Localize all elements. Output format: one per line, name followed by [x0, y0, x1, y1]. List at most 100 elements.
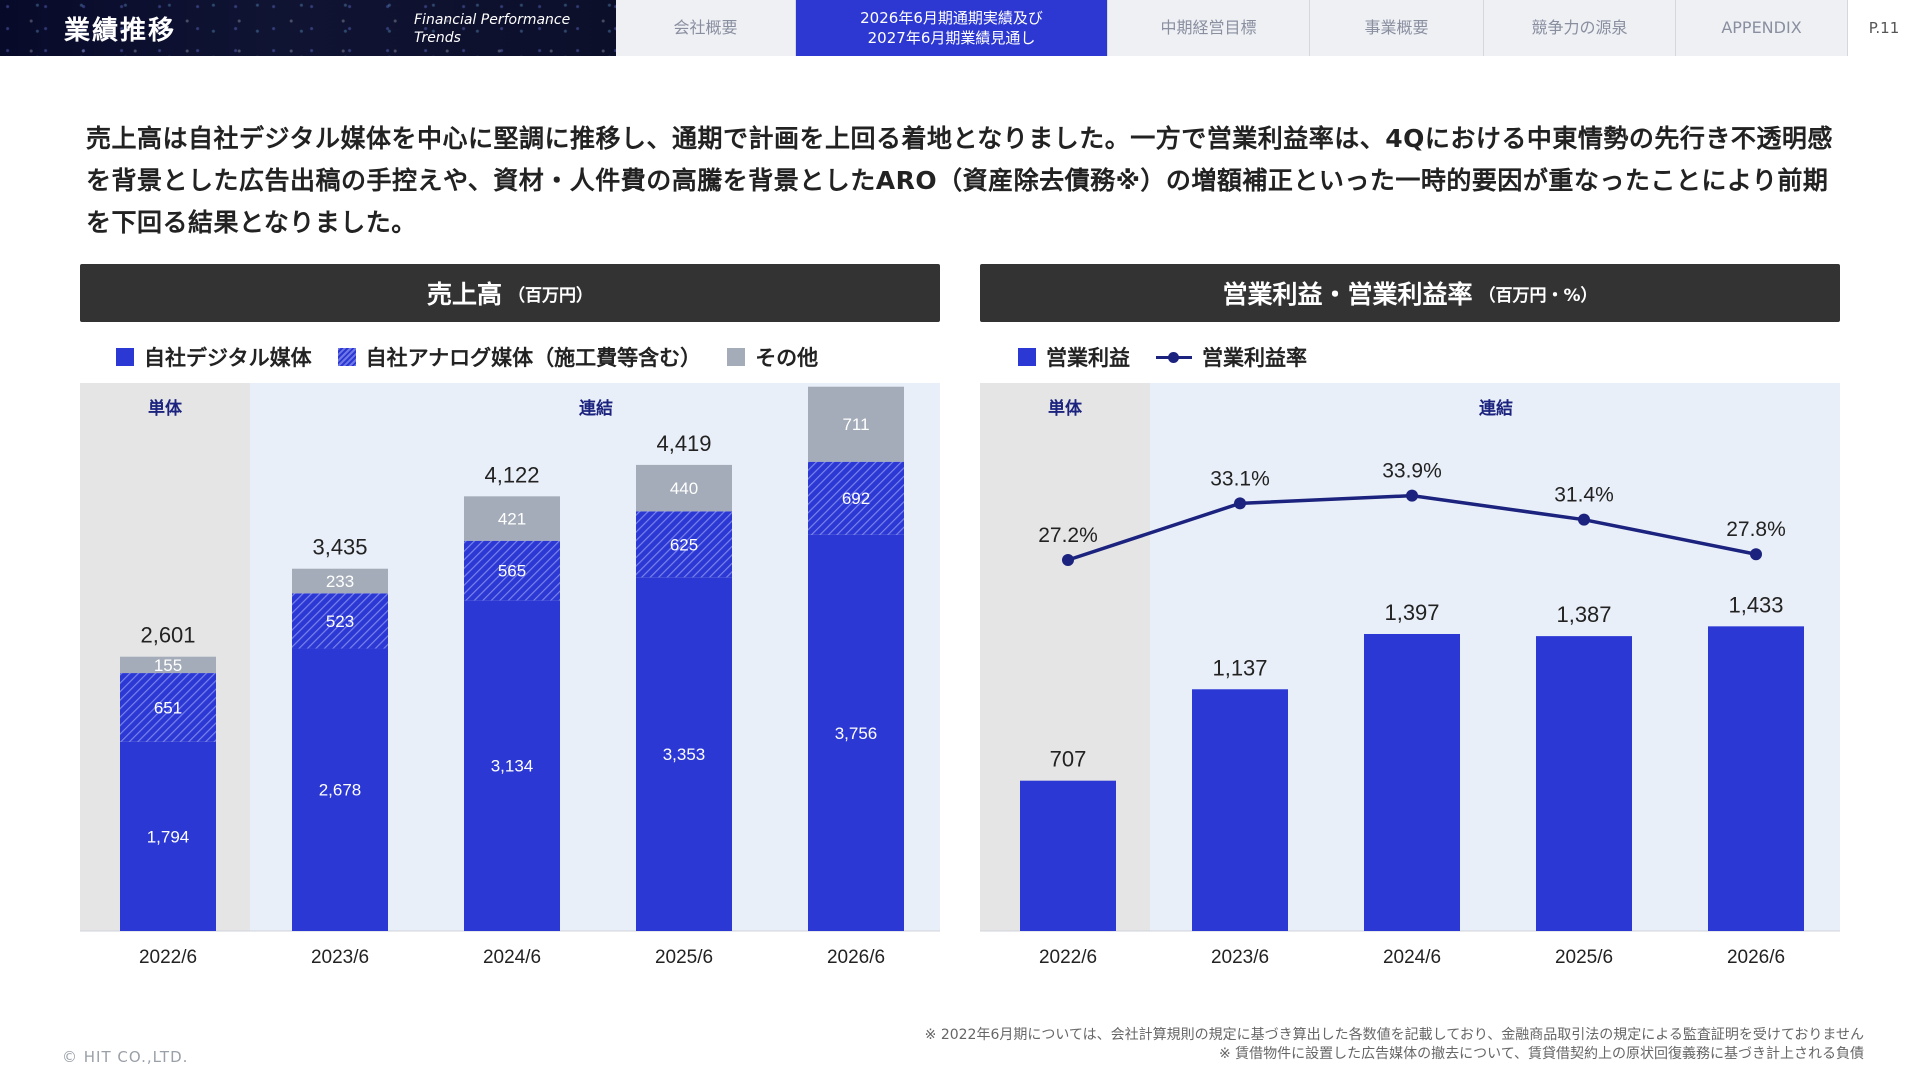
nav-tab-label: APPENDIX [1721, 18, 1802, 37]
bar-segment-analog [292, 593, 388, 649]
value-label-digital: 2,678 [319, 781, 362, 800]
bar-segment-digital [636, 577, 732, 931]
copyright: © HIT CO.,LTD. [62, 1048, 189, 1066]
margin-value-label: 27.2% [1038, 524, 1098, 547]
legend-item-other: その他 [727, 342, 818, 372]
bar-segment-other [292, 568, 388, 594]
region-label-standalone: 単体 [1048, 398, 1083, 418]
legend-item-digital: 自社デジタル媒体 [116, 342, 312, 372]
profit-bar [1020, 780, 1116, 931]
x-tick-label: 2023/6 [1211, 947, 1269, 968]
legend-label: 営業利益率 [1202, 346, 1307, 370]
margin-value-label: 31.4% [1554, 484, 1614, 507]
profit-bar [1536, 636, 1632, 931]
nav-tab-business[interactable]: 事業概要 [1310, 0, 1484, 56]
section-title: 業績推移 [64, 16, 177, 46]
nav-tab-label: 事業概要 [1364, 18, 1429, 37]
margin-value-label: 33.1% [1210, 467, 1270, 490]
bar-segment-digital [808, 534, 904, 931]
nav-tab-appendix[interactable]: APPENDIX [1676, 0, 1848, 56]
bar-segment-other [636, 464, 732, 512]
profit-chart: 単体 連結 2022/6 2023/6 2024/6 2025/6 2026/6 707 1,1… [980, 383, 1840, 968]
nav-tab-label: 競争力の源泉 [1531, 18, 1628, 37]
margin-point [1062, 554, 1074, 566]
legend-item-analog: 自社アナログ媒体（施工費等含む） [337, 342, 702, 372]
profit-panel-title: 営業利益・営業利益率 [1222, 280, 1473, 309]
nav-tab-competitiveness[interactable]: 競争力の源泉 [1484, 0, 1676, 56]
value-label-analog: 565 [498, 562, 526, 581]
value-label-other: 421 [498, 510, 526, 529]
nav-tab-label: 2026年6月期通期実績及び 2027年6月期業績見通し [860, 9, 1043, 47]
margin-value-label: 33.9% [1382, 460, 1442, 483]
legend-swatch-digital [116, 348, 134, 366]
nav-tab-results[interactable]: 2026年6月期通期実績及び 2027年6月期業績見通し [796, 0, 1108, 56]
header-bar: 業績推移 Financial Performance Trends 会社概要 2… [0, 0, 1920, 56]
value-label-other: 233 [326, 572, 354, 591]
bar-segment-analog [808, 461, 904, 535]
legend-swatch-other [727, 348, 746, 366]
profit-bar [1192, 689, 1288, 931]
profit-legend: 営業利益 営業利益率 [1018, 342, 1333, 372]
value-label-other: 155 [154, 656, 182, 675]
profit-bar [1364, 633, 1460, 931]
x-tick-label: 2024/6 [1383, 947, 1441, 968]
legend-swatch-analog [337, 348, 356, 366]
margin-point [1234, 497, 1246, 510]
bar-segment-analog [464, 540, 560, 601]
bar-segment-other [808, 386, 904, 462]
legend-label: 自社デジタル媒体 [144, 346, 312, 370]
section-subtitle: Financial Performance Trends [414, 12, 571, 46]
value-label-other: 711 [842, 415, 869, 434]
value-label-digital: 3,134 [491, 757, 534, 776]
value-label-digital: 3,756 [835, 724, 878, 743]
margin-point [1750, 548, 1762, 561]
region-label-consolidated: 連結 [1479, 398, 1513, 418]
legend-item-operating-margin: 営業利益率 [1156, 342, 1307, 372]
x-tick-label: 2022/6 [139, 947, 197, 968]
value-label-analog: 625 [670, 535, 698, 554]
x-tick-label: 2025/6 [655, 947, 713, 968]
footnote-2: ※ 賃借物件に設置した広告媒体の撤去について、賃貸借契約上の原状回復義務に基づき… [1218, 1046, 1864, 1062]
total-label: 2,601 [140, 623, 195, 648]
value-label-analog: 651 [154, 698, 182, 717]
bar-segment-other [464, 496, 560, 541]
nav-tab-label: 会社概要 [673, 18, 738, 37]
bar-segment-analog [120, 673, 216, 742]
x-tick-label: 2026/6 [827, 947, 885, 968]
profit-panel-header: 営業利益・営業利益率 （百万円・%） [980, 264, 1840, 322]
brand-block: 業績推移 Financial Performance Trends [0, 0, 616, 56]
legend-label: 営業利益 [1046, 346, 1130, 370]
nav-tab-company[interactable]: 会社概要 [616, 0, 796, 56]
value-label-analog: 692 [842, 489, 870, 508]
nav-tab-label: 中期経営目標 [1160, 18, 1257, 37]
margin-point [1406, 489, 1418, 502]
x-tick-label: 2026/6 [1727, 947, 1785, 968]
profit-value-label: 1,433 [1728, 592, 1783, 617]
total-label: 3,435 [312, 535, 367, 560]
margin-point [1578, 513, 1590, 526]
margin-value-label: 27.8% [1726, 518, 1786, 541]
bar-segment-analog [636, 511, 732, 578]
legend-swatch-margin-line [1156, 348, 1192, 366]
page-number: P.11 [1848, 0, 1920, 56]
sales-legend: 自社デジタル媒体 自社アナログ媒体（施工費等含む） その他 [116, 342, 844, 372]
legend-swatch-profit [1018, 348, 1036, 366]
value-label-other: 440 [670, 479, 698, 498]
bar-segment-digital [120, 741, 216, 931]
value-label-digital: 1,794 [147, 827, 190, 846]
profit-value-label: 1,387 [1556, 602, 1611, 627]
bar-segment-digital [464, 600, 560, 931]
footnote-1: ※ 2022年6月期については、会社計算規則の規定に基づき算出した各数値を記載し… [924, 1027, 1864, 1043]
legend-label: 自社アナログ媒体（施工費等含む） [365, 346, 702, 370]
intro-text: 売上高は自社デジタル媒体を中心に堅調に推移し、通期で計画を上回る着地となりました… [86, 124, 1833, 237]
bar-segment-other [120, 656, 216, 674]
value-label-digital: 3,353 [663, 745, 706, 764]
bar-segment-digital [292, 648, 388, 931]
section-nav: 会社概要 2026年6月期通期実績及び 2027年6月期業績見通し 中期経営目標… [616, 0, 1920, 56]
profit-panel-unit: （百万円・%） [1478, 285, 1598, 306]
sales-panel-title: 売上高 [426, 280, 502, 309]
profit-bar [1708, 626, 1804, 931]
legend-item-operating-profit: 営業利益 [1018, 342, 1130, 372]
region-label-consolidated: 連結 [579, 398, 613, 418]
nav-tab-midterm[interactable]: 中期経営目標 [1108, 0, 1310, 56]
